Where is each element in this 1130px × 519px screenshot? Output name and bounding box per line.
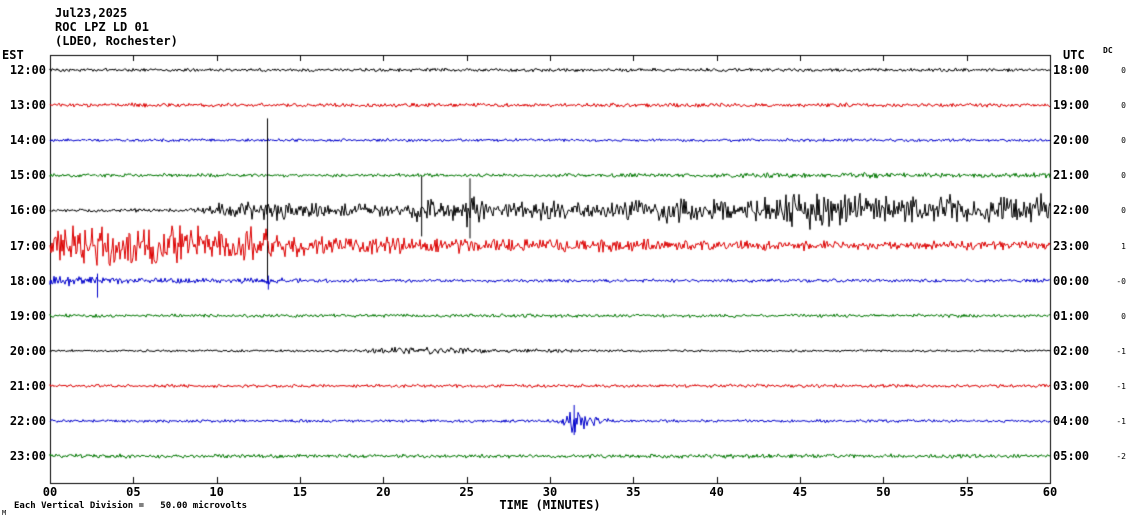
row-est-label: 22:00: [9, 414, 46, 428]
row-dc-value: 0: [1121, 66, 1126, 75]
row-utc-label: 22:00: [1053, 203, 1090, 218]
row-dc-value: 0: [1121, 171, 1126, 181]
row-utc-label: 04:00: [1053, 414, 1090, 428]
row-est-label: 20:00: [9, 343, 46, 358]
dc-axis-title: DC: [1103, 46, 1113, 55]
x-tick-label: 45: [792, 485, 808, 499]
row-dc-value: 0: [1121, 311, 1126, 321]
right-axis-title: UTC: [1063, 48, 1085, 62]
scale-note: Each Vertical Division = 50.00 microvolt…: [14, 501, 247, 511]
x-tick-label: 05: [126, 485, 141, 499]
row-est-label: 19:00: [9, 308, 46, 323]
x-tick-label: 00: [42, 485, 58, 499]
row-utc-label: 02:00: [1053, 343, 1090, 358]
x-tick-label: 25: [459, 485, 474, 499]
row-dc-value: 0: [1121, 206, 1126, 216]
row-utc-label: 00:00: [1053, 273, 1090, 288]
row-utc-label: 01:00: [1053, 308, 1090, 323]
row-utc-label: 05:00: [1053, 449, 1090, 464]
row-est-label: 18:00: [9, 273, 46, 288]
row-est-label: 13:00: [9, 98, 46, 113]
header-date: Jul23,2025: [55, 6, 128, 20]
row-utc-label: 21:00: [1053, 168, 1090, 183]
x-tick-label: 40: [709, 485, 724, 499]
row-utc-label: 18:00: [1053, 63, 1090, 77]
x-tick-label: 20: [376, 485, 391, 499]
x-tick-label: 10: [209, 485, 224, 499]
row-utc-label: 19:00: [1053, 98, 1090, 113]
x-axis-title: TIME (MINUTES): [499, 498, 601, 512]
row-utc-label: 20:00: [1053, 133, 1090, 148]
row-est-label: 23:00: [9, 449, 46, 464]
header-station: ROC LPZ LD 01: [55, 20, 149, 34]
row-est-label: 15:00: [9, 168, 46, 183]
x-tick-label: 50: [876, 485, 891, 499]
row-utc-label: 23:00: [1053, 238, 1090, 253]
left-axis-title: EST: [2, 48, 24, 62]
x-tick-label: 55: [959, 485, 974, 499]
header-location: (LDEO, Rochester): [55, 34, 178, 48]
row-dc-value: -0: [1116, 276, 1126, 286]
row-dc-value: 0: [1121, 136, 1126, 146]
row-dc-value: 0: [1121, 101, 1126, 111]
row-est-label: 12:00: [9, 63, 46, 77]
row-dc-value: -1: [1116, 417, 1126, 426]
x-tick-label: 15: [292, 485, 308, 499]
row-est-label: 14:00: [9, 133, 46, 148]
row-dc-value: 1: [1121, 241, 1126, 251]
row-est-label: 17:00: [9, 238, 46, 253]
row-est-label: 16:00: [9, 203, 46, 218]
x-tick-label: 60: [1042, 485, 1058, 499]
row-dc-value: -1: [1116, 381, 1126, 391]
row-est-label: 21:00: [9, 378, 46, 393]
row-utc-label: 03:00: [1053, 378, 1090, 393]
row-dc-value: -2: [1116, 452, 1126, 462]
x-tick-label: 35: [626, 485, 641, 499]
x-tick-label: 30: [542, 485, 558, 499]
row-dc-value: -1: [1116, 346, 1126, 356]
corner-mark: M: [2, 509, 7, 517]
